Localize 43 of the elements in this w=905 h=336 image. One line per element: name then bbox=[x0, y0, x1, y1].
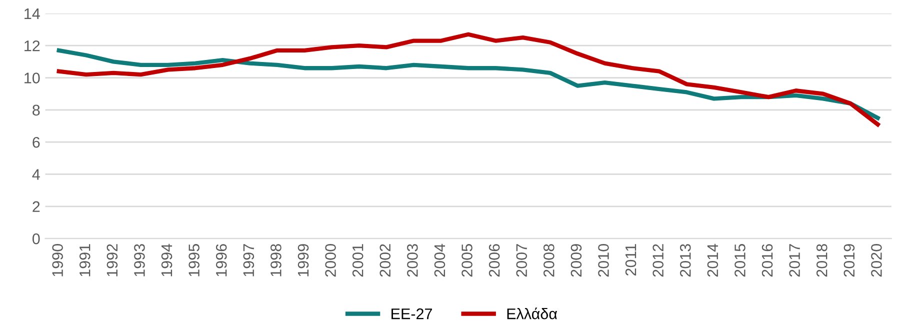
x-tick-label: 2012 bbox=[652, 244, 664, 277]
x-tick-label: 1996 bbox=[216, 244, 227, 276]
x-tick-label: 1993 bbox=[134, 244, 145, 276]
x-tick-label: 2018 bbox=[816, 244, 828, 277]
x-tick-label: 2014 bbox=[707, 244, 718, 277]
x-tick-label: 1994 bbox=[161, 244, 172, 276]
x-tick-label: 2006 bbox=[488, 244, 500, 277]
y-tick-label: 14 bbox=[24, 8, 40, 19]
x-tick-label: 2008 bbox=[544, 244, 554, 277]
x-tick-label: 2001 bbox=[352, 244, 364, 277]
line-series bbox=[56, 48, 880, 120]
x-tick-label: 2019 bbox=[844, 244, 855, 277]
x-tick-label: 1990 bbox=[52, 244, 63, 276]
y-tick-label: 12 bbox=[24, 40, 40, 52]
x-tick-label: 1992 bbox=[106, 244, 118, 276]
x-tick-label: 2015 bbox=[734, 244, 746, 277]
x-tick-label: 1997 bbox=[243, 244, 254, 276]
line-series bbox=[56, 32, 880, 126]
x-tick-label: 1998 bbox=[270, 244, 282, 276]
y-tick-label: 4 bbox=[32, 169, 40, 180]
x-tick-label: 2017 bbox=[789, 244, 800, 277]
x-tick-label: 1991 bbox=[79, 244, 90, 276]
x-tick-label: 2005 bbox=[462, 244, 472, 277]
x-tick-label: 1999 bbox=[298, 244, 309, 276]
x-tick-label: 2002 bbox=[380, 244, 391, 277]
x-tick-label: 2009 bbox=[570, 244, 582, 277]
x-tick-label: 2007 bbox=[516, 244, 528, 277]
x-tick-label: 2004 bbox=[434, 244, 446, 277]
y-tick-label: 8 bbox=[32, 104, 40, 116]
x-tick-label: 2011 bbox=[625, 244, 636, 276]
x-tick-label: 2010 bbox=[598, 244, 609, 277]
legend-label: Ελλάδα bbox=[507, 308, 558, 320]
x-tick-label: 2013 bbox=[680, 244, 691, 277]
y-tick-label: 6 bbox=[32, 136, 40, 148]
x-tick-label: 2000 bbox=[325, 244, 336, 277]
y-tick-label: 2 bbox=[32, 201, 40, 212]
x-tick-label: 2003 bbox=[407, 244, 418, 277]
legend-label: ΕΕ-27 bbox=[392, 308, 432, 320]
y-tick-label: 10 bbox=[24, 72, 40, 84]
y-tick-label: 0 bbox=[32, 233, 40, 244]
x-tick-label: 2016 bbox=[762, 244, 773, 277]
x-tick-label: 1995 bbox=[188, 244, 200, 276]
x-tick-label: 2020 bbox=[871, 244, 882, 277]
